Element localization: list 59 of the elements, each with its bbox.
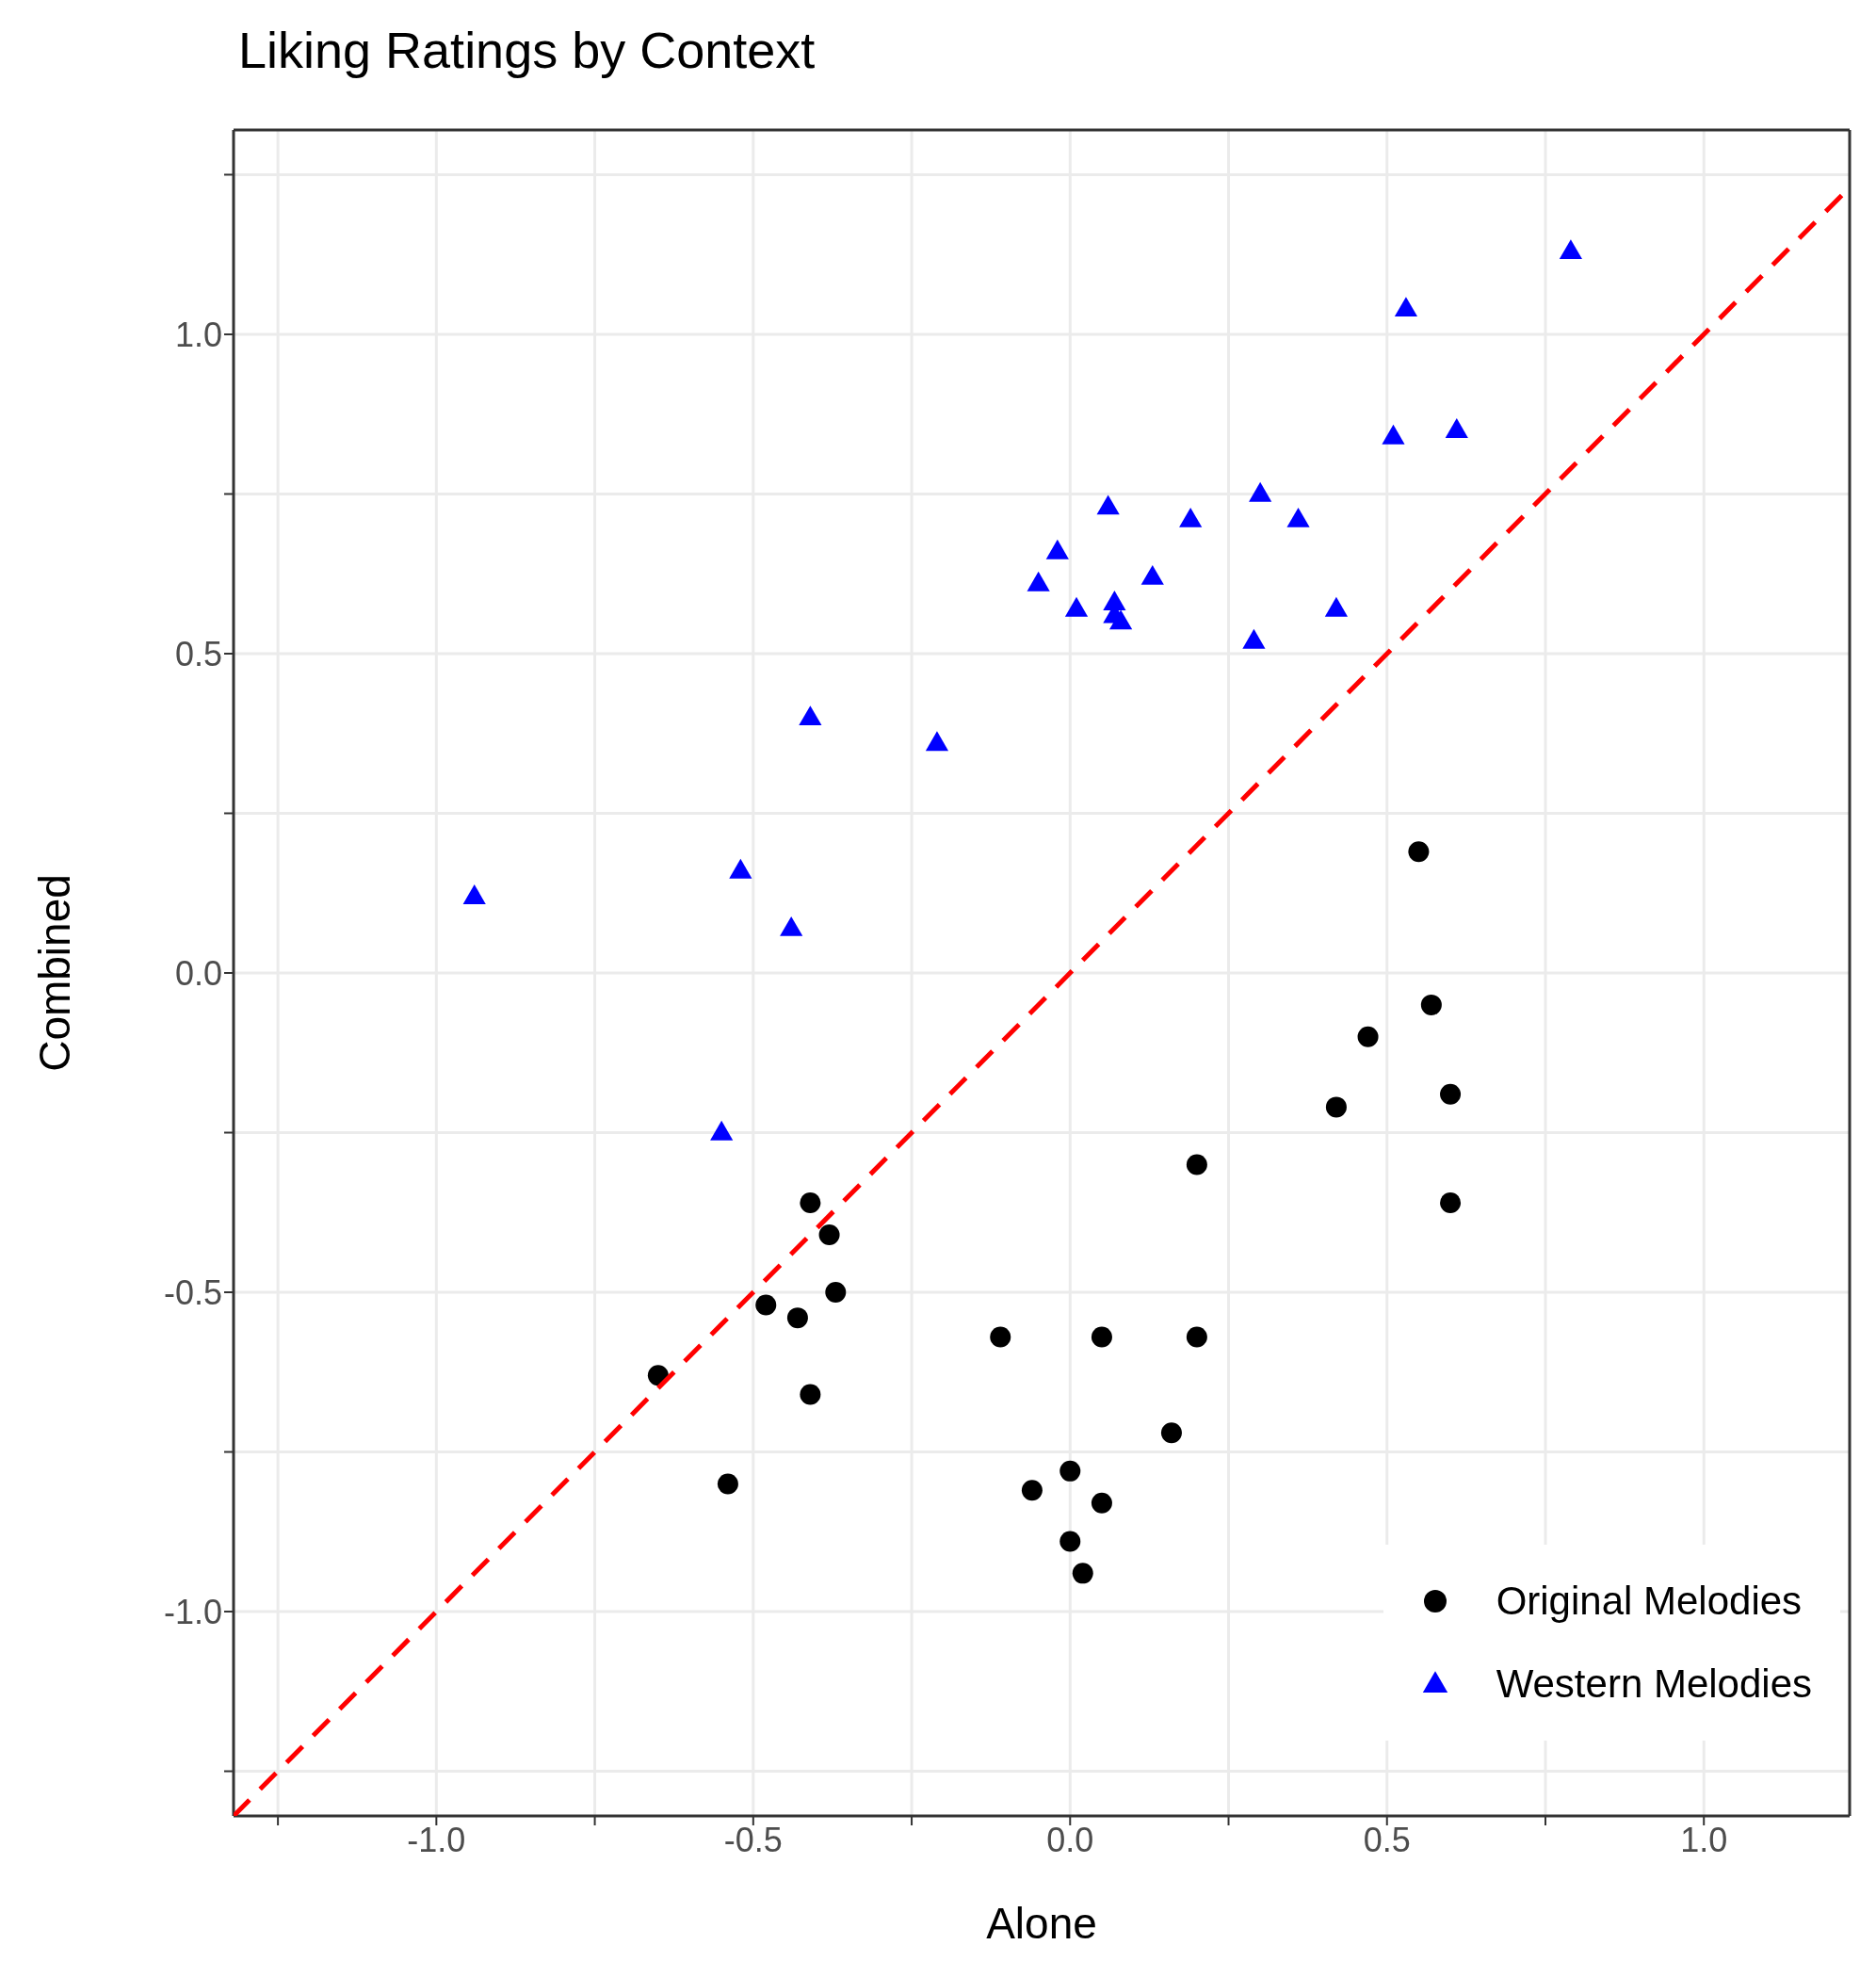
point [1109, 609, 1133, 630]
x-tick-label: -0.5 [723, 1820, 783, 1859]
y-tick-label: -0.5 [163, 1272, 222, 1312]
point [925, 731, 949, 752]
point [1027, 571, 1050, 592]
point [1186, 1326, 1207, 1348]
point [717, 1473, 738, 1495]
x-tick-label: 1.0 [1680, 1820, 1728, 1859]
point [1072, 1563, 1093, 1584]
y-tick-label: -1.0 [163, 1592, 222, 1631]
point [1445, 418, 1468, 438]
point [1160, 1422, 1182, 1444]
point [1140, 564, 1164, 585]
point [710, 1120, 734, 1141]
point [1249, 481, 1272, 502]
point [1440, 1083, 1462, 1105]
point [780, 916, 803, 936]
point [799, 705, 822, 726]
y-tick-label: 0.5 [174, 634, 222, 673]
point [1059, 1531, 1081, 1552]
y-tick-label: 0.0 [174, 953, 222, 993]
chart-title: Liking Ratings by Context [237, 21, 817, 80]
point [462, 883, 486, 904]
point [755, 1294, 777, 1316]
point [1091, 1326, 1112, 1348]
point [800, 1192, 821, 1214]
legend-label: Western Melodies [1496, 1661, 1812, 1707]
point [729, 858, 752, 879]
point [1408, 841, 1430, 863]
point [1059, 1460, 1081, 1482]
point [1186, 1154, 1207, 1175]
legend-label: Original Melodies [1496, 1579, 1803, 1624]
y-tick-label: 1.0 [174, 315, 222, 354]
point [1559, 239, 1583, 260]
x-tick-label: -1.0 [407, 1820, 466, 1859]
point [990, 1326, 1011, 1348]
point [825, 1282, 847, 1304]
point [1242, 628, 1266, 649]
point [1382, 424, 1405, 445]
point [1091, 1492, 1112, 1514]
point [1179, 507, 1203, 527]
point [1324, 596, 1349, 617]
point [1440, 1192, 1462, 1214]
point [1394, 297, 1418, 317]
point [800, 1384, 821, 1405]
point [786, 1307, 808, 1329]
point [818, 1224, 840, 1245]
x-axis-title: Alone [986, 1899, 1097, 1948]
point [1045, 539, 1069, 559]
x-tick-label: 0.5 [1363, 1820, 1411, 1859]
x-tick-label: 0.0 [1046, 1820, 1094, 1859]
point [1096, 494, 1120, 515]
point [1420, 994, 1442, 1015]
y-axis-title: Combined [30, 874, 80, 1072]
point [1357, 1026, 1379, 1047]
point [1286, 507, 1310, 527]
point [1064, 596, 1089, 617]
point [1021, 1480, 1043, 1501]
point [1325, 1096, 1347, 1118]
